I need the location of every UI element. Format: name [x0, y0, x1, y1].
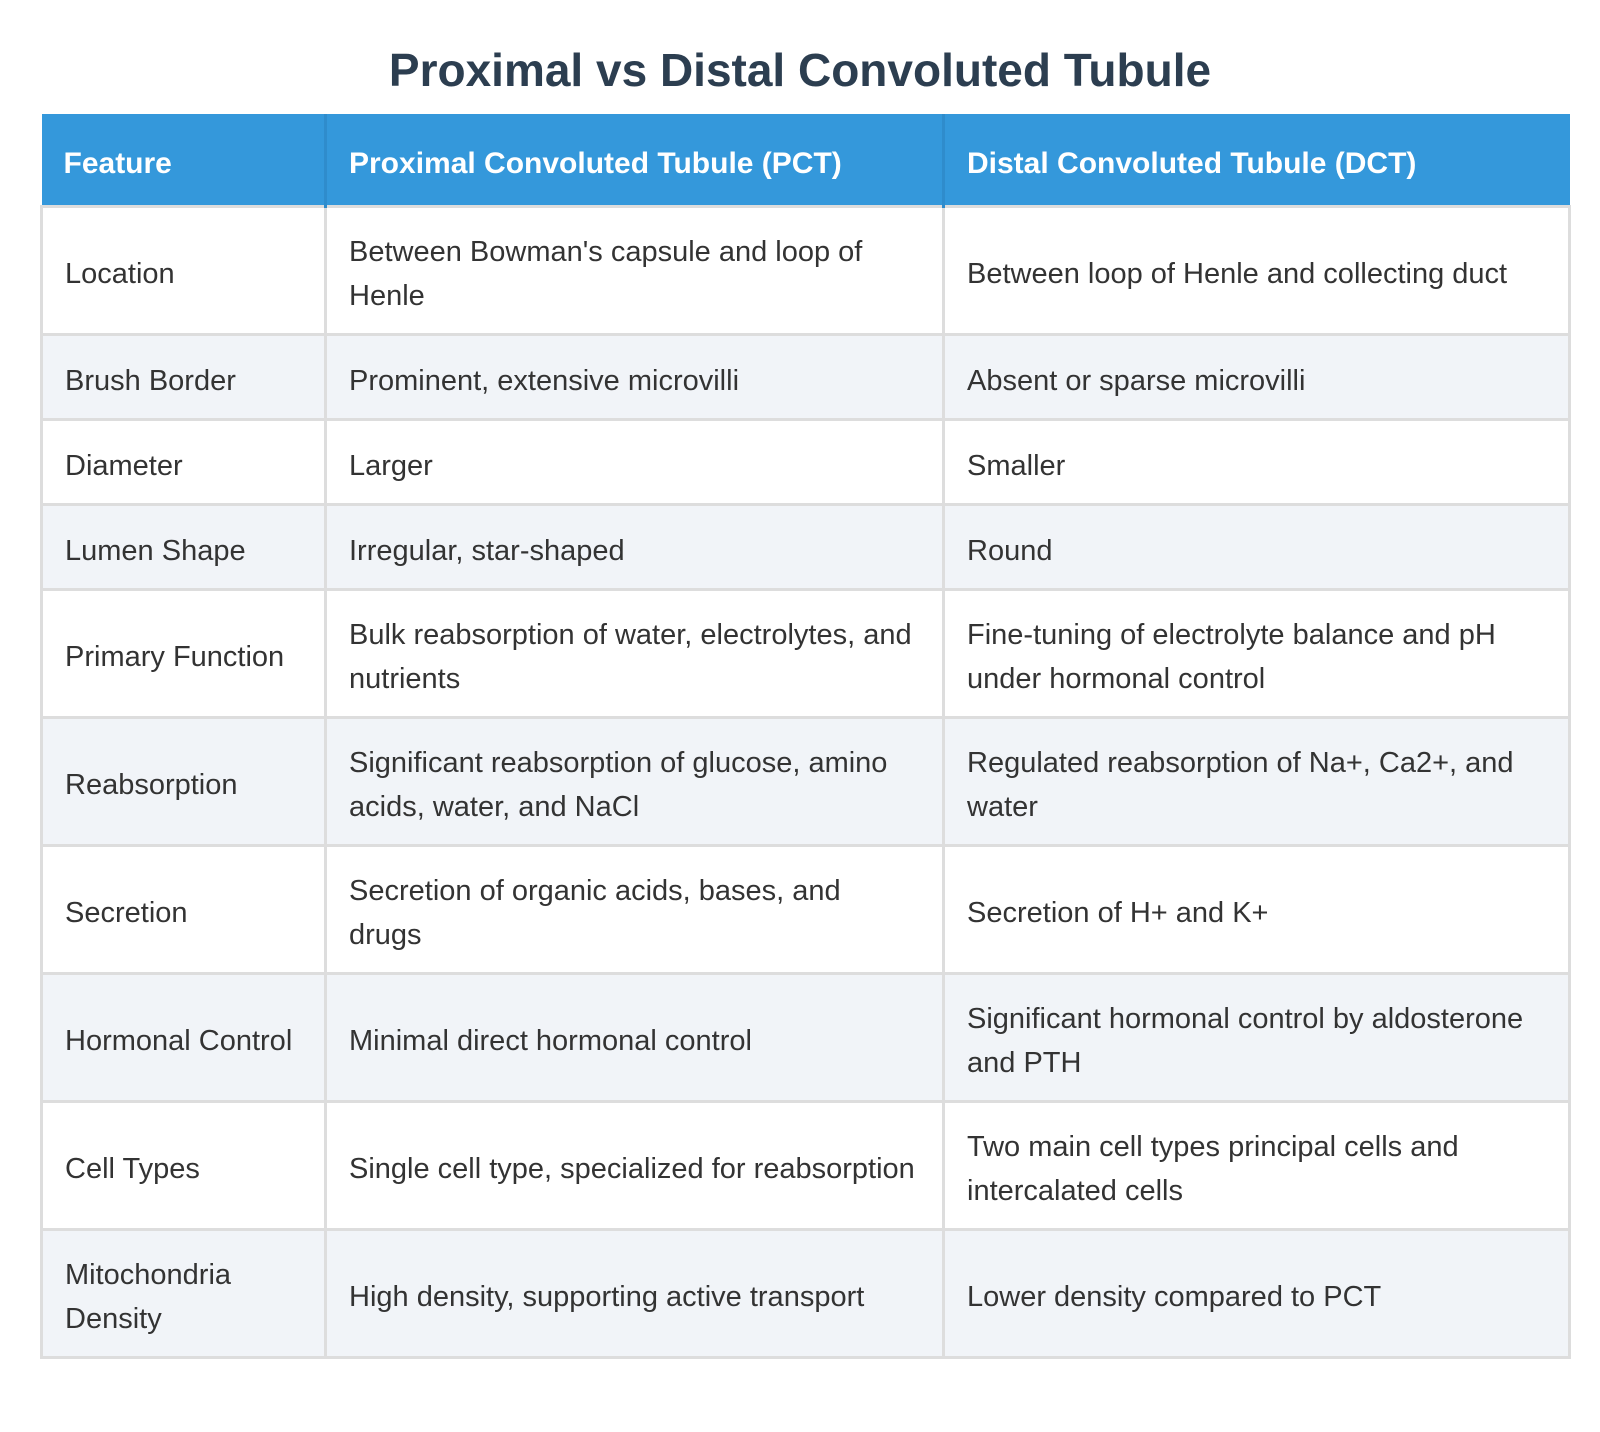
- table-row: Cell Types Single cell type, specialized…: [40, 1099, 1571, 1231]
- dct-cell: Between loop of Henle and collecting duc…: [942, 204, 1571, 336]
- dct-cell: Two main cell types principal cells and …: [942, 1099, 1571, 1231]
- header-dct: Distal Convoluted Tubule (DCT): [943, 114, 1570, 206]
- pct-cell: Bulk reabsorption of water, electrolytes…: [324, 587, 945, 719]
- table-header: Feature Proximal Convoluted Tubule (PCT)…: [41, 114, 1570, 206]
- pct-cell: Between Bowman's capsule and loop of Hen…: [324, 204, 945, 336]
- table-row: Brush Border Prominent, extensive microv…: [40, 332, 1571, 421]
- header-feature: Feature: [41, 114, 327, 206]
- dct-cell: Absent or sparse microvilli: [942, 332, 1571, 421]
- pct-cell: Prominent, extensive microvilli: [324, 332, 945, 421]
- feature-cell: Cell Types: [40, 1099, 327, 1231]
- pct-cell: Secretion of organic acids, bases, and d…: [324, 843, 945, 975]
- dct-cell: Lower density compared to PCT: [942, 1227, 1571, 1359]
- table-row: Diameter Larger Smaller: [40, 417, 1571, 506]
- feature-cell: Secretion: [40, 843, 327, 975]
- dct-cell: Secretion of H+ and K+: [942, 843, 1571, 975]
- pct-cell: Single cell type, specialized for reabso…: [324, 1099, 945, 1231]
- comparison-table: Feature Proximal Convoluted Tubule (PCT)…: [40, 114, 1571, 1359]
- feature-cell: Mitochondria Density: [40, 1227, 327, 1359]
- pct-cell: High density, supporting active transpor…: [324, 1227, 945, 1359]
- dct-cell: Smaller: [942, 417, 1571, 506]
- feature-cell: Lumen Shape: [40, 502, 327, 591]
- feature-cell: Brush Border: [40, 332, 327, 421]
- pct-cell: Minimal direct hormonal control: [324, 971, 945, 1103]
- table-row: Reabsorption Significant reabsorption of…: [40, 715, 1571, 847]
- pct-cell: Larger: [324, 417, 945, 506]
- table-body: Location Between Bowman's capsule and lo…: [40, 204, 1571, 1359]
- table-row: Location Between Bowman's capsule and lo…: [40, 204, 1571, 336]
- table-row: Hormonal Control Minimal direct hormonal…: [40, 971, 1571, 1103]
- header-pct: Proximal Convoluted Tubule (PCT): [325, 114, 945, 206]
- feature-cell: Diameter: [40, 417, 327, 506]
- table-row: Lumen Shape Irregular, star-shaped Round: [40, 502, 1571, 591]
- dct-cell: Significant hormonal control by aldoster…: [942, 971, 1571, 1103]
- dct-cell: Regulated reabsorption of Na+, Ca2+, and…: [942, 715, 1571, 847]
- table-row: Mitochondria Density High density, suppo…: [40, 1227, 1571, 1359]
- table-row: Primary Function Bulk reabsorption of wa…: [40, 587, 1571, 719]
- header-row: Feature Proximal Convoluted Tubule (PCT)…: [41, 114, 1570, 206]
- feature-cell: Reabsorption: [40, 715, 327, 847]
- feature-cell: Location: [40, 204, 327, 336]
- table-row: Secretion Secretion of organic acids, ba…: [40, 843, 1571, 975]
- page-title: Proximal vs Distal Convoluted Tubule: [388, 44, 1212, 96]
- dct-cell: Round: [942, 502, 1571, 591]
- dct-cell: Fine-tuning of electrolyte balance and p…: [942, 587, 1571, 719]
- pct-cell: Significant reabsorption of glucose, ami…: [324, 715, 945, 847]
- pct-cell: Irregular, star-shaped: [324, 502, 945, 591]
- feature-cell: Hormonal Control: [40, 971, 327, 1103]
- feature-cell: Primary Function: [40, 587, 327, 719]
